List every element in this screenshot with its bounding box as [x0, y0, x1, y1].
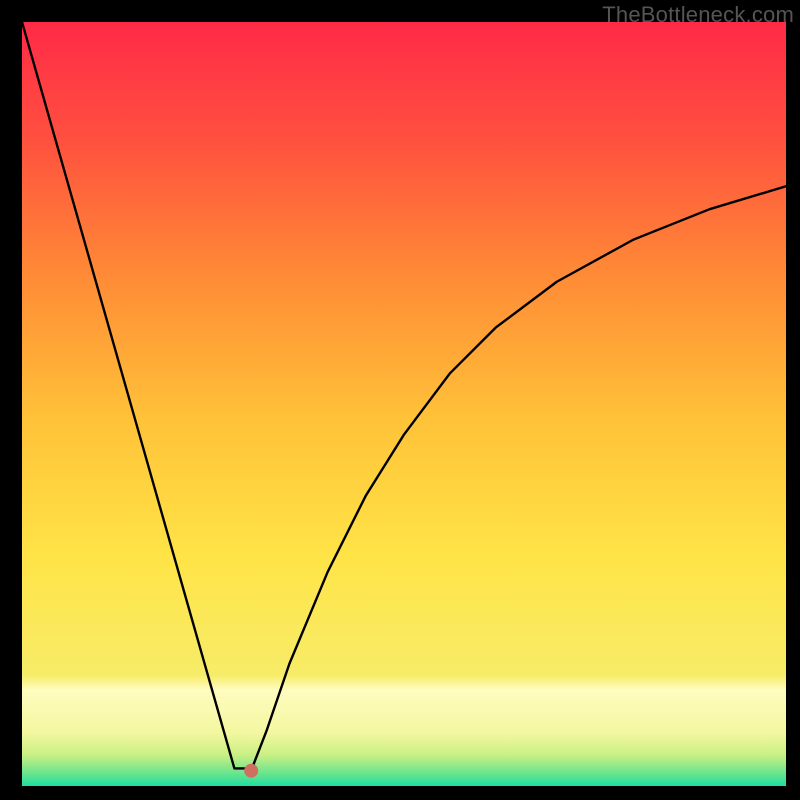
optimum-marker	[244, 764, 258, 778]
bottleneck-chart	[22, 22, 786, 786]
watermark-text: TheBottleneck.com	[602, 2, 794, 28]
gradient-background	[22, 22, 786, 786]
chart-frame: TheBottleneck.com	[0, 0, 800, 800]
